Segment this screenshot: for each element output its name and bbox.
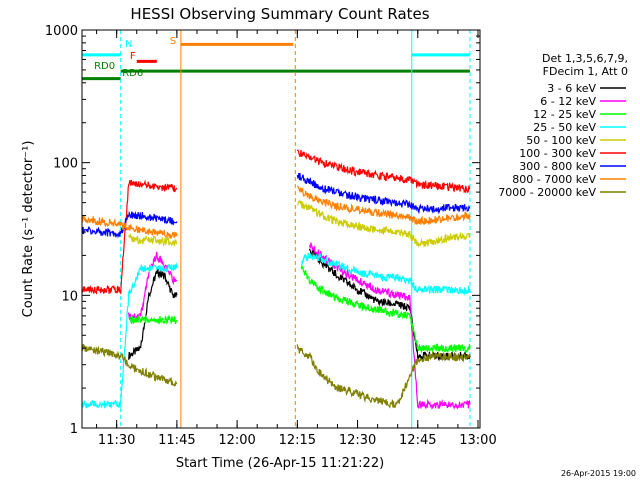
x-tick-label: 12:15 [279,433,316,448]
x-tick-label: 12:45 [399,433,436,448]
legend-header: Det 1,3,5,6,7,9, [542,52,628,65]
legend-entry-label: 300 - 800 keV [519,160,596,173]
x-axis-label: Start Time (26-Apr-15 11:21:22) [176,456,384,471]
y-tick-label: 1000 [45,24,78,39]
x-tick-label: 12:30 [339,433,376,448]
legend-entry-label: 50 - 100 keV [526,134,596,147]
legend-header: FDecim 1, Att 0 [543,65,628,78]
series-line-100-300-kev [296,149,471,194]
annotation-group: NF S RD0 RD6 [94,36,176,79]
legend-entry-label: 6 - 12 keV [540,95,596,108]
y-tick-label: 100 [53,157,78,172]
series-line-100-300-kev [81,179,178,295]
chart-title: HESSI Observing Summary Count Rates [130,5,429,23]
annotation-label: N [125,39,132,50]
legend: Det 1,3,5,6,7,9,FDecim 1, Att 0 3 - 6 keV… [498,52,628,199]
series-line-800-7000-kev [81,215,178,239]
series-line-50-100-kev [128,233,178,248]
x-tick-label: 11:45 [158,433,195,448]
annotation-label: RD0 [94,61,115,72]
series-line-12-25-kev [128,314,178,326]
series-line-6-12-kev [128,251,178,322]
series-group [81,149,471,410]
series-line-3-6-kev [128,268,178,360]
x-tick-label: 11:30 [98,433,135,448]
series-line-7000-20000-kev [296,344,471,409]
x-axis: 11:30 11:45 12:00 12:15 12:30 12:45 13:00 [96,30,497,448]
annotation-label: S [170,36,176,47]
series-line-6-12-kev [308,242,471,410]
series-line-300-800-kev [296,173,471,215]
x-tick-label: 13:00 [459,433,496,448]
legend-entry-label: 12 - 25 keV [533,108,596,121]
y-axis: 1 10 100 1000 [45,24,480,437]
plot-frame [81,29,481,429]
reference-lines [120,30,471,428]
y-tick-label: 1 [70,422,78,437]
series-line-50-100-kev [297,199,471,248]
footer-stamp: 26-Apr-2015 19:00 [561,469,636,478]
legend-entry-label: 25 - 50 keV [533,121,596,134]
legend-entry-label: 100 - 300 keV [519,147,596,160]
y-axis-label: Count Rate (s⁻¹ detector⁻¹) [21,141,36,318]
legend-entry-label: 3 - 6 keV [547,82,596,95]
annotation-label: RD6 [122,68,143,79]
x-tick-label: 12:00 [218,433,255,448]
series-line-12-25-kev [300,265,471,354]
series-line-25-50-kev [81,262,178,410]
y-tick-label: 10 [61,289,78,304]
series-line-25-50-kev [300,252,471,296]
annotation-label: F [130,51,136,62]
legend-entry-label: 800 - 7000 keV [512,173,596,186]
series-line-7000-20000-kev [81,343,178,387]
legend-entry-label: 7000 - 20000 keV [498,186,596,199]
series-line-300-800-kev [81,210,178,239]
series-line-800-7000-kev [296,185,471,225]
